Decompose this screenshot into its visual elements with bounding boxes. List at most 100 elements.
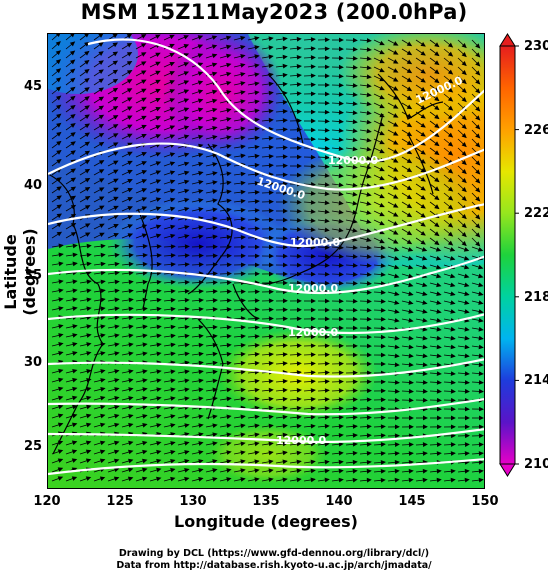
wind-vector-head [338, 352, 344, 358]
wind-vector-head [268, 208, 274, 214]
wind-vector-head [324, 82, 330, 88]
wind-vector-head [268, 352, 274, 357]
wind-vector-head [475, 106, 481, 112]
wind-vector-head [352, 432, 358, 438]
wind-vector-head [422, 388, 428, 394]
wind-vector-head [212, 216, 218, 222]
wind-vector-head [56, 113, 62, 119]
wind-vector-head [98, 123, 105, 129]
wind-vector-head [212, 306, 218, 312]
wind-vector-head [379, 193, 385, 199]
wind-vector-head [99, 223, 105, 229]
wind-vector-head [366, 101, 372, 107]
wind-vector-head [268, 99, 274, 105]
wind-vector-head [324, 100, 330, 106]
wind-vector-head [310, 316, 316, 322]
wind-vector-head [268, 414, 274, 420]
wind-vector-head [422, 468, 428, 474]
wind-vector-head [141, 197, 148, 202]
wind-vector-head [380, 459, 386, 465]
wind-vector-head [184, 467, 190, 473]
wind-vector-head [268, 271, 274, 277]
wind-vector-head [114, 440, 120, 446]
wind-vector-head [240, 325, 246, 330]
wind-vector-head [86, 413, 92, 419]
wind-vector-head [406, 113, 413, 119]
wind-vector-head [324, 477, 330, 483]
wind-vector-head [100, 440, 106, 446]
wind-vector-head [464, 353, 470, 359]
wind-vector-head [420, 86, 426, 92]
wind-vector-head [420, 68, 426, 74]
wind-vector-head [366, 83, 372, 89]
wind-vector-head [324, 468, 330, 474]
wind-vector-head [436, 335, 442, 341]
wind-vector-head [450, 282, 456, 288]
wind-vector-head [183, 62, 190, 67]
wind-vector-head [394, 335, 400, 341]
wind-vector-head [420, 95, 426, 101]
wind-vector-head [254, 387, 260, 393]
wind-vector-head [268, 316, 274, 322]
wind-vector-head [420, 212, 426, 218]
wind-vector-head [254, 423, 260, 429]
wind-vector-head [155, 179, 162, 184]
wind-vector-head [240, 253, 246, 259]
wind-vector-head [197, 107, 204, 113]
wind-vector-head [310, 397, 316, 402]
wind-vector-head [380, 415, 386, 421]
wind-vector-head [450, 353, 456, 359]
wind-vector-head [198, 476, 204, 482]
wind-vector-head [406, 194, 413, 200]
wind-vector-head [142, 396, 148, 401]
wind-vector-head [142, 288, 148, 294]
wind-vector-head [338, 271, 344, 277]
wind-vector-head [338, 477, 344, 483]
wind-vector-head [422, 353, 428, 359]
wind-vector-head [352, 442, 358, 447]
wind-vector-head [282, 235, 288, 241]
wind-vector-head [170, 280, 176, 285]
wind-vector-head [212, 324, 218, 330]
wind-vector-head [84, 41, 90, 47]
wind-vector-head [212, 450, 218, 455]
wind-vector-head [338, 101, 344, 106]
wind-vector-head [114, 458, 120, 464]
wind-vector-head [352, 119, 358, 125]
wind-vector-head [310, 136, 316, 142]
wind-vector-head [282, 316, 288, 322]
wind-vector-head [100, 306, 106, 312]
wind-vector-head [393, 50, 399, 55]
wind-vector-head [394, 388, 400, 394]
wind-vector-head [296, 405, 302, 411]
wind-vector-head [352, 65, 358, 70]
wind-vector-head [324, 236, 330, 242]
wind-vector-head [142, 414, 148, 419]
wind-vector-head [84, 34, 89, 38]
wind-vector-head [112, 60, 119, 66]
wind-vector-head [394, 353, 400, 359]
wind-vector-head [421, 255, 428, 261]
contour-label: 12000.0 [276, 434, 326, 447]
wind-vector-head [461, 195, 467, 202]
wind-vector-head [296, 396, 302, 402]
wind-vector-head [464, 406, 470, 412]
wind-vector-head [184, 423, 190, 428]
wind-vector-head [379, 40, 385, 46]
wind-vector-head [450, 371, 456, 377]
wind-vector-head [478, 344, 484, 350]
colorbar-min-arrow [499, 463, 516, 477]
wind-vector-head [86, 261, 92, 267]
wind-vector-head [141, 61, 147, 66]
wind-vector-head [352, 334, 358, 340]
wind-vector-head [127, 124, 133, 129]
wind-vector-head [58, 306, 64, 311]
wind-vector-head [366, 137, 372, 143]
wind-vector-head [282, 63, 288, 69]
wind-vector-head [254, 450, 260, 456]
wind-vector-head [447, 105, 454, 111]
wind-vector-head [126, 79, 133, 84]
wind-vector-head [170, 441, 176, 446]
wind-vector-head [86, 333, 92, 338]
wind-vector-head [450, 380, 456, 385]
